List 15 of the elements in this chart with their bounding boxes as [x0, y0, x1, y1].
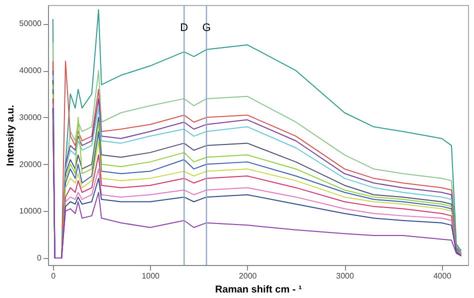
y-tick-label: 20000	[19, 160, 42, 169]
x-axis-title: Raman shift cm - ¹	[215, 284, 303, 296]
x-tick-label: 2000	[238, 272, 258, 280]
x-tick-label: 1000	[142, 272, 160, 280]
y-tick-label: 0	[37, 253, 42, 262]
ref-line-label: D	[180, 22, 188, 34]
x-tick-label: 4000	[433, 272, 452, 280]
ref-line-label: G	[202, 22, 211, 34]
y-tick-label: 30000	[19, 112, 42, 122]
y-axis-title: Intensity a.u.	[5, 104, 16, 166]
y-tick-label: 10000	[19, 206, 42, 216]
y-tick-label: 40000	[19, 66, 42, 76]
x-tick-label: 0	[51, 272, 56, 280]
x-tick-label: 3000	[336, 272, 354, 280]
y-tick-label: 50000	[19, 19, 42, 28]
